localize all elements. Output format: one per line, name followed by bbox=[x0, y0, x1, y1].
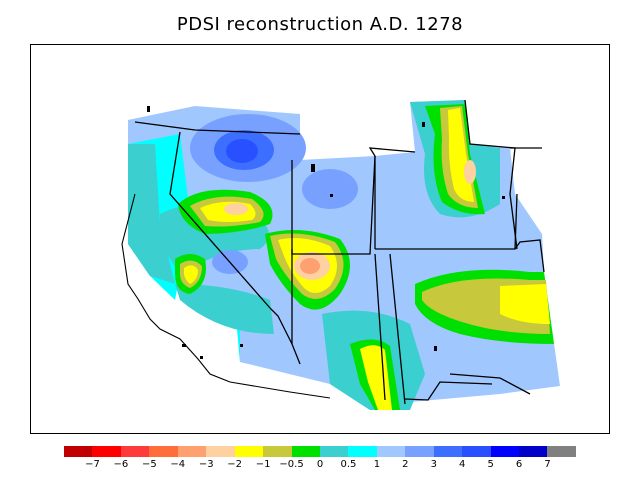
colorbar-swatch bbox=[319, 446, 349, 457]
colorbar-tick-label: −1 bbox=[255, 459, 271, 470]
colorbar-tick-label: 6 bbox=[515, 459, 523, 470]
colorbar-swatch bbox=[376, 446, 406, 457]
colorbar-tick-label: −4 bbox=[170, 459, 186, 470]
colorbar-swatch bbox=[519, 446, 548, 457]
coastline bbox=[121, 193, 331, 399]
colorbar-tick-label: −6 bbox=[113, 459, 129, 470]
colorbar-swatch bbox=[405, 446, 434, 457]
colorbar-tick-label: 0.5 bbox=[340, 459, 357, 470]
colorbar-swatch bbox=[462, 446, 491, 457]
colorbar-ticks: −7 −6 −5 −4 −3 −2 −1 −0.5 0 0.5 1 2 3 4 5 6 7 bbox=[0, 459, 640, 473]
colorbar-tick-label: 4 bbox=[459, 459, 466, 470]
colorbar-tick-label: 5 bbox=[487, 459, 494, 470]
pdsi-teal-west bbox=[128, 144, 175, 284]
colorbar-swatch bbox=[547, 446, 576, 457]
colorbar-swatch bbox=[177, 446, 207, 457]
colorbar-swatch bbox=[433, 446, 463, 457]
colorbar-swatch bbox=[64, 446, 93, 457]
colorbar bbox=[64, 446, 576, 457]
colorbar-swatch bbox=[120, 446, 150, 457]
colorbar-swatch bbox=[206, 446, 235, 457]
colorbar-swatch bbox=[291, 446, 320, 457]
lakes-islands bbox=[147, 106, 505, 359]
colorbar-tick-label: 1 bbox=[373, 459, 381, 470]
colorbar-swatch bbox=[490, 446, 519, 457]
state-boundaries bbox=[134, 99, 545, 405]
colorbar-swatch bbox=[92, 446, 121, 457]
colorbar-tick-label: 2 bbox=[402, 459, 409, 470]
colorbar-tick-label: −0.5 bbox=[279, 459, 304, 470]
colorbar-tick-label: −2 bbox=[227, 459, 243, 470]
map-title: PDSI reconstruction A.D. 1278 bbox=[176, 14, 464, 35]
colorbar-tick-label: −5 bbox=[141, 459, 157, 470]
colorbar-swatch bbox=[149, 446, 178, 457]
colorbar-tick-label: −7 bbox=[85, 459, 100, 470]
colorbar-swatch bbox=[348, 446, 377, 457]
colorbar-swatch bbox=[263, 446, 292, 457]
colorbar-swatch bbox=[234, 446, 264, 457]
colorbar-tick-label: −3 bbox=[198, 459, 214, 470]
pdsi-map bbox=[30, 44, 610, 434]
colorbar-tick-label: 0 bbox=[316, 459, 324, 470]
colorbar-tick-label: 3 bbox=[430, 459, 437, 470]
colorbar-tick-label: 7 bbox=[544, 459, 551, 470]
